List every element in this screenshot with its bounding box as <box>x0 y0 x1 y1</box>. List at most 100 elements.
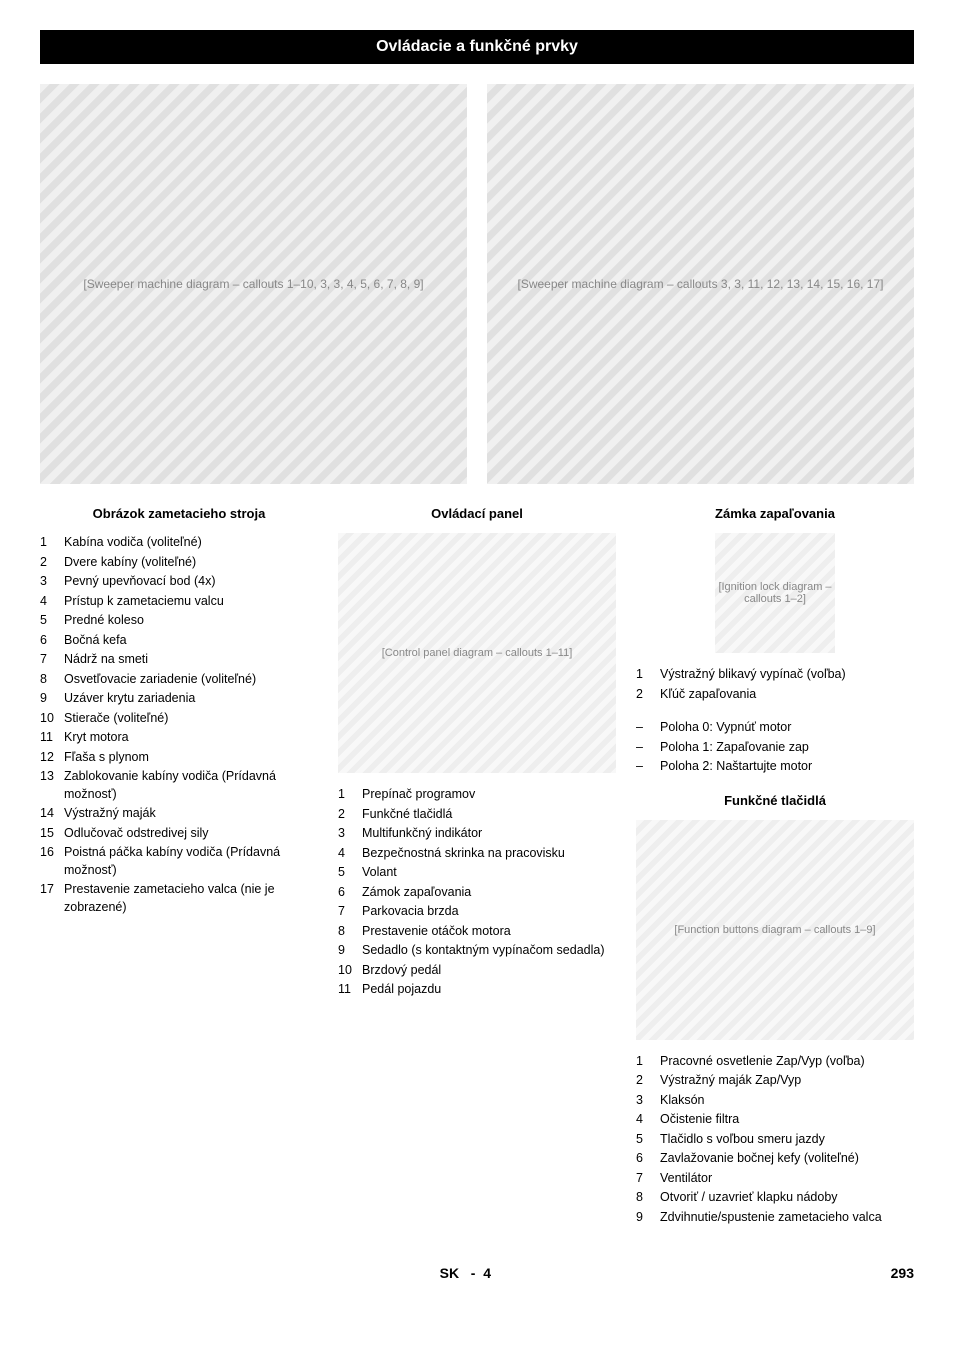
item-number: 4 <box>338 845 362 863</box>
list-item: 13Zablokovanie kabíny vodiča (Prídavná m… <box>40 767 318 804</box>
item-text: Prestavenie zametacieho valca (nie je zo… <box>64 881 318 916</box>
item-text: Zdvihnutie/spustenie zametacieho valca <box>660 1209 882 1227</box>
item-text: Kryt motora <box>64 729 129 747</box>
item-number: 10 <box>338 962 362 980</box>
item-number: 1 <box>40 534 64 552</box>
item-text: Klaksón <box>660 1092 704 1110</box>
item-number: 9 <box>636 1209 660 1227</box>
list-item: 15Odlučovač odstredivej sily <box>40 824 318 844</box>
figures-row: [Sweeper machine diagram – callouts 1–10… <box>40 84 914 484</box>
item-text: Fľaša s plynom <box>64 749 149 767</box>
footer-page-local: 4 <box>483 1265 491 1281</box>
item-number: 11 <box>40 729 64 747</box>
list-item: –Poloha 1: Zapaľovanie zap <box>636 738 914 758</box>
list-item: 9Uzáver krytu zariadenia <box>40 689 318 709</box>
item-text: Funkčné tlačidlá <box>362 806 452 824</box>
list-item: 2Výstražný maják Zap/Vyp <box>636 1071 914 1091</box>
item-number: 7 <box>338 903 362 921</box>
list-item: 2Kľúč zapaľovania <box>636 685 914 705</box>
item-number: 3 <box>636 1092 660 1110</box>
list-item: 9Sedadlo (s kontaktným vypínačom sedadla… <box>338 941 616 961</box>
footer-page-global: 293 <box>891 1265 914 1281</box>
list-item: 5Predné koleso <box>40 611 318 631</box>
item-text: Kľúč zapaľovania <box>660 686 756 704</box>
dash-icon: – <box>636 739 660 757</box>
col-right: Zámka zapaľovania [Ignition lock diagram… <box>636 504 914 1241</box>
item-text: Nádrž na smeti <box>64 651 148 669</box>
dash-icon: – <box>636 719 660 737</box>
item-number: 2 <box>636 1072 660 1090</box>
item-number: 10 <box>40 710 64 728</box>
item-text: Ventilátor <box>660 1170 712 1188</box>
item-number: 16 <box>40 844 64 879</box>
item-text: Prestavenie otáčok motora <box>362 923 511 941</box>
list-item: 16Poistná páčka kabíny vodiča (Prídavná … <box>40 843 318 880</box>
item-text: Zavlažovanie bočnej kefy (voliteľné) <box>660 1150 859 1168</box>
item-text: Prepínač programov <box>362 786 475 804</box>
item-number: 1 <box>636 1053 660 1071</box>
item-number: 5 <box>338 864 362 882</box>
item-number: 14 <box>40 805 64 823</box>
item-text: Pevný upevňovací bod (4x) <box>64 573 215 591</box>
sweeper-list: 1Kabína vodiča (voliteľné)2Dvere kabíny … <box>40 533 318 917</box>
list-item: 10Brzdový pedál <box>338 961 616 981</box>
item-text: Otvoriť / uzavrieť klapku nádoby <box>660 1189 838 1207</box>
item-number: 7 <box>636 1170 660 1188</box>
list-item: 14Výstražný maják <box>40 804 318 824</box>
list-item: 10Stierače (voliteľné) <box>40 709 318 729</box>
list-item: 5Volant <box>338 863 616 883</box>
ignition-positions: –Poloha 0: Vypnúť motor–Poloha 1: Zapaľo… <box>636 718 914 777</box>
item-text: Poistná páčka kabíny vodiča (Prídavná mo… <box>64 844 318 879</box>
item-text: Volant <box>362 864 397 882</box>
col-left: Obrázok zametacieho stroja 1Kabína vodič… <box>40 504 318 1241</box>
item-number: 12 <box>40 749 64 767</box>
item-number: 6 <box>636 1150 660 1168</box>
list-item: 8Prestavenie otáčok motora <box>338 922 616 942</box>
panel-heading: Ovládací panel <box>338 504 616 523</box>
list-item: 7Nádrž na smeti <box>40 650 318 670</box>
list-item: 5Tlačidlo s voľbou smeru jazdy <box>636 1130 914 1150</box>
item-text: Bočná kefa <box>64 632 127 650</box>
ignition-diagram: [Ignition lock diagram – callouts 1–2] <box>715 533 835 653</box>
item-number: 9 <box>40 690 64 708</box>
list-item: 8Osvetľovacie zariadenie (voliteľné) <box>40 670 318 690</box>
list-item: 9Zdvihnutie/spustenie zametacieho valca <box>636 1208 914 1228</box>
item-number: 5 <box>40 612 64 630</box>
list-item: 6Bočná kefa <box>40 631 318 651</box>
item-text: Stierače (voliteľné) <box>64 710 168 728</box>
list-item: 3Klaksón <box>636 1091 914 1111</box>
sweeper-heading: Obrázok zametacieho stroja <box>40 504 318 523</box>
panel-diagram: [Control panel diagram – callouts 1–11] <box>338 533 616 773</box>
item-number: 5 <box>636 1131 660 1149</box>
item-number: 9 <box>338 942 362 960</box>
list-item: 6Zavlažovanie bočnej kefy (voliteľné) <box>636 1149 914 1169</box>
item-number: 11 <box>338 981 362 999</box>
item-text: Zablokovanie kabíny vodiča (Prídavná mož… <box>64 768 318 803</box>
figure-left: [Sweeper machine diagram – callouts 1–10… <box>40 84 467 484</box>
list-item: 11Pedál pojazdu <box>338 980 616 1000</box>
item-text: Výstražný maják Zap/Vyp <box>660 1072 801 1090</box>
item-text: Očistenie filtra <box>660 1111 739 1129</box>
list-item: 6Zámok zapaľovania <box>338 883 616 903</box>
item-number: 2 <box>636 686 660 704</box>
list-item: 7Parkovacia brzda <box>338 902 616 922</box>
item-text: Zámok zapaľovania <box>362 884 471 902</box>
list-item: 17Prestavenie zametacieho valca (nie je … <box>40 880 318 917</box>
list-item: 2Funkčné tlačidlá <box>338 805 616 825</box>
ignition-list: 1Výstražný blikavý vypínač (voľba)2Kľúč … <box>636 665 914 704</box>
list-item: 2Dvere kabíny (voliteľné) <box>40 553 318 573</box>
item-number: 2 <box>40 554 64 572</box>
item-number: 6 <box>338 884 362 902</box>
list-item: 1Prepínač programov <box>338 785 616 805</box>
item-text: Bezpečnostná skrinka na pracovisku <box>362 845 565 863</box>
item-number: 4 <box>40 593 64 611</box>
figure-left-placeholder: [Sweeper machine diagram – callouts 1–10… <box>40 84 467 484</box>
item-number: 13 <box>40 768 64 803</box>
footer-sep: - <box>471 1265 476 1281</box>
col-mid: Ovládací panel [Control panel diagram – … <box>338 504 616 1241</box>
item-text: Sedadlo (s kontaktným vypínačom sedadla) <box>362 942 605 960</box>
item-number: 8 <box>636 1189 660 1207</box>
dash-icon: – <box>636 758 660 776</box>
item-text: Poloha 2: Naštartujte motor <box>660 758 812 776</box>
list-item: –Poloha 0: Vypnúť motor <box>636 718 914 738</box>
